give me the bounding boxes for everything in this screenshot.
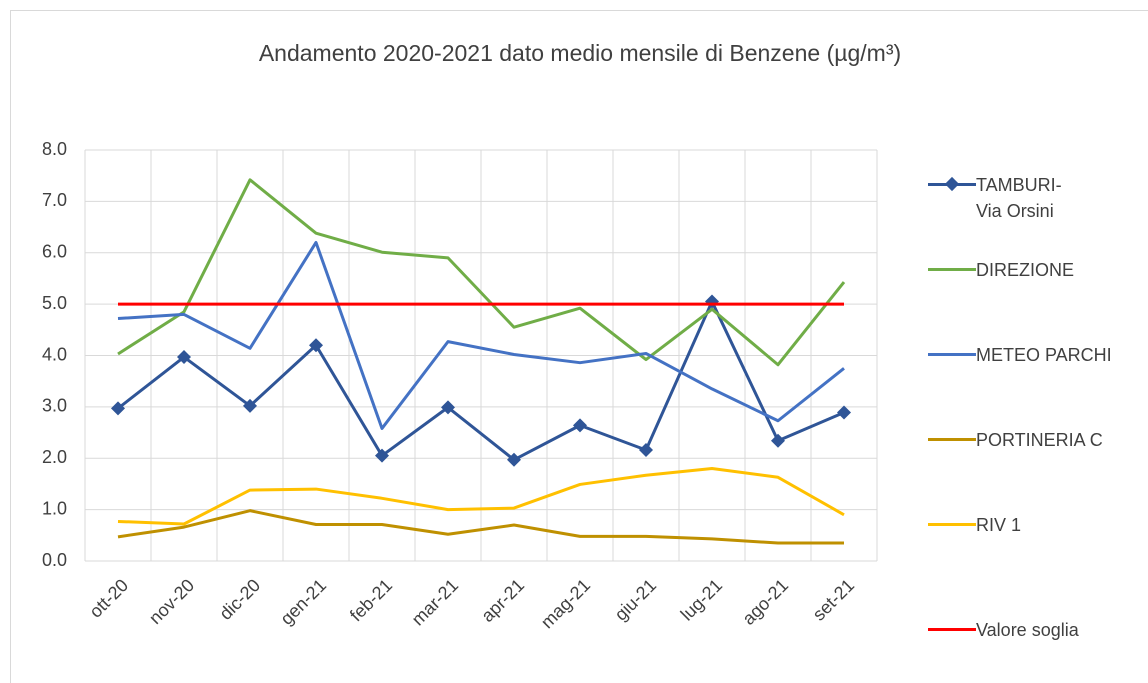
legend-item: PORTINERIA C	[928, 427, 1146, 453]
x-tick-label: ott-20	[85, 575, 132, 622]
legend-label: Valore soglia	[976, 620, 1079, 640]
x-tick-label: mag-21	[537, 575, 594, 632]
legend-label: RIV 1	[976, 515, 1022, 535]
legend-label: DIREZIONE	[976, 260, 1075, 280]
legend-item: DIREZIONE	[928, 257, 1146, 283]
legend-swatch	[928, 427, 976, 453]
series-line	[117, 467, 845, 526]
data-point	[177, 350, 191, 365]
legend-item: Valore soglia	[928, 617, 1146, 643]
series-line	[117, 240, 845, 430]
y-tick-label: 1.0	[42, 498, 67, 518]
legend-label: PORTINERIA C	[976, 430, 1103, 450]
data-point	[243, 398, 257, 413]
series-line	[117, 178, 846, 367]
y-tick-label: 4.0	[42, 344, 67, 364]
series-line	[117, 509, 844, 545]
series-line	[117, 300, 845, 462]
data-point	[309, 338, 323, 353]
y-tick-label: 2.0	[42, 447, 67, 467]
y-tick-label: 5.0	[42, 293, 67, 313]
data-point	[771, 433, 785, 448]
x-tick-label: nov-20	[145, 575, 198, 628]
y-tick-label: 8.0	[42, 139, 67, 159]
y-tick-label: 6.0	[42, 242, 67, 262]
chart-title: Andamento 2020-2021 dato medio mensile d…	[259, 40, 901, 66]
legend-swatch	[928, 617, 976, 643]
data-point	[705, 294, 719, 309]
y-tick-label: 0.0	[42, 550, 67, 570]
legend-item: METEO PARCHI	[928, 342, 1146, 368]
data-point	[375, 448, 389, 463]
legend-swatch	[928, 512, 976, 538]
legend-swatch	[928, 172, 976, 198]
legend-swatch	[928, 342, 976, 368]
data-point	[441, 400, 455, 415]
data-point	[573, 418, 587, 433]
x-tick-label: feb-21	[346, 575, 396, 625]
x-tick-label: mar-21	[408, 575, 462, 629]
legend-label: METEO PARCHI	[976, 345, 1112, 365]
legend-item: RIV 1	[928, 512, 1146, 538]
data-point	[507, 452, 521, 467]
y-tick-label: 7.0	[42, 190, 67, 210]
x-tick-label: giu-21	[611, 575, 661, 625]
x-tick-label: set-21	[809, 575, 859, 625]
legend-item: TAMBURI- Via Orsini	[928, 172, 1088, 224]
legend-swatch	[928, 257, 976, 283]
data-point	[639, 443, 653, 458]
x-tick-label: ago-21	[738, 575, 792, 629]
data-point	[837, 405, 851, 420]
chart-border	[10, 10, 1148, 683]
y-tick-label: 3.0	[42, 396, 67, 416]
legend-label: TAMBURI- Via Orsini	[976, 175, 1062, 221]
x-tick-label: dic-20	[215, 575, 264, 624]
data-point	[111, 401, 125, 416]
x-tick-label: gen-21	[276, 575, 330, 629]
x-tick-label: lug-21	[677, 575, 727, 625]
x-tick-label: apr-21	[477, 575, 528, 626]
